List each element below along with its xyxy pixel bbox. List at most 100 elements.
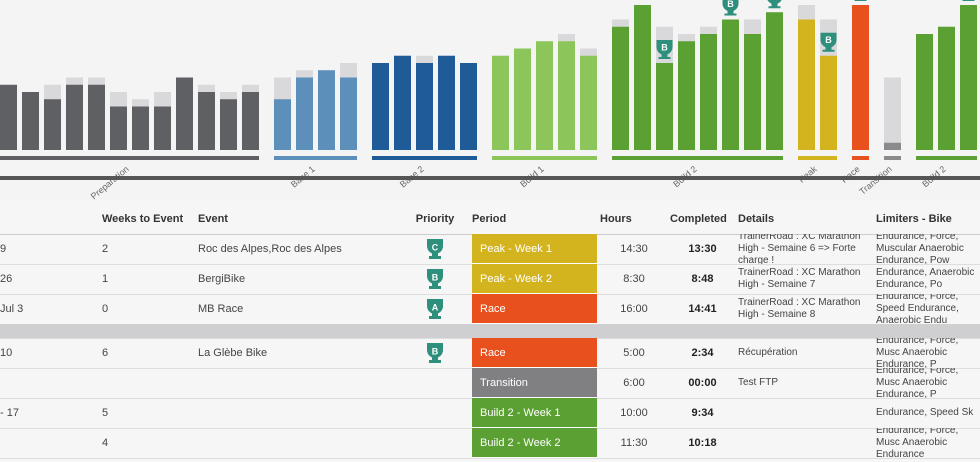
- completed-bar: [536, 41, 553, 150]
- priority-letter: A: [432, 302, 439, 312]
- phase-underline: [274, 156, 357, 160]
- trophy-cup: [820, 32, 837, 52]
- column-header: Completed: [670, 213, 727, 225]
- completed-cell: 00:00: [688, 377, 717, 389]
- row-separator: [0, 324, 980, 339]
- date-cell: 26: [0, 273, 13, 285]
- completed-bar: [460, 63, 477, 150]
- trophy-icon: B: [656, 40, 673, 59]
- period-cell: Peak - Week 2: [472, 264, 597, 294]
- period-cell: Build 2 - Week 2: [472, 428, 597, 458]
- completed-bar: [492, 55, 509, 150]
- completed-bar: [66, 84, 83, 150]
- column-header: Weeks to Event: [102, 213, 184, 225]
- phase-underline: [884, 156, 901, 160]
- weeks-cell: 1: [102, 273, 109, 285]
- phase-underline: [852, 156, 869, 160]
- hours-cell: 5:00: [623, 347, 645, 359]
- period-cell: Build 2 - Week 1: [472, 398, 597, 428]
- weeks-cell: 6: [102, 347, 109, 359]
- hours-cell: 16:00: [620, 303, 648, 315]
- weeks-cell: 5: [102, 407, 109, 419]
- completed-cell: 13:30: [688, 243, 717, 255]
- column-header: Details: [738, 213, 775, 225]
- trophy-letter: B: [661, 42, 668, 52]
- weeks-cell: 4: [102, 437, 109, 449]
- table-row: Transition 6:00 00:00 Test FTP Endurance, Fo…: [0, 368, 980, 399]
- planned-bar: [884, 77, 901, 150]
- trophy-icon: B: [427, 269, 443, 289]
- completed-bar: [656, 63, 673, 150]
- table-header: Weeks to Event Event Priority Period Hours Co…: [0, 200, 980, 235]
- completed-bar: [938, 26, 955, 150]
- completed-bar: [722, 19, 739, 150]
- column-header: Event: [198, 213, 228, 225]
- completed-bar: [340, 77, 357, 150]
- phase-underline: [916, 156, 977, 160]
- completed-bar: [612, 26, 629, 150]
- details-cell: TrainerRoad : XC Marathon High - Semaine…: [738, 297, 861, 320]
- table-row: - 17 5 Build 2 - Week 1 10:00 9:34 Endurance,…: [0, 398, 980, 429]
- completed-bar: [416, 63, 433, 150]
- limiters-cell: Endurance, Force, Muscular Anaerobic End…: [876, 234, 964, 264]
- plan-chart: PreparationBase 1Base 2Build 1Build 2Pea…: [0, 0, 980, 200]
- priority-letter: B: [432, 272, 439, 282]
- priority-trophy: C: [400, 234, 470, 264]
- trophy-icon: C: [427, 239, 443, 259]
- completed-bar: [372, 63, 389, 150]
- completed-bar: [438, 55, 455, 150]
- table-row: Jul 3 0 MB Race A Race 16:00 14:41 TrainerRoad …: [0, 294, 980, 325]
- event-cell: MB Race: [198, 303, 244, 315]
- period-cell: Race: [472, 338, 597, 368]
- column-header: Limiters - Bike: [876, 213, 952, 225]
- trophy-cup: [722, 0, 739, 16]
- period-cell: Transition: [472, 368, 597, 398]
- completed-bar: [176, 77, 193, 150]
- date-cell: Jul 3: [0, 303, 24, 315]
- phase-underline: [612, 156, 783, 160]
- limiters-cell: Endurance, Force, Musc Anaerobic Enduran…: [876, 338, 959, 368]
- limiters-cell: Endurance, Force, Musc Anaerobic Enduran…: [876, 428, 959, 458]
- weeks-cell: 0: [102, 303, 109, 315]
- completed-bar: [274, 99, 291, 150]
- details-cell: Test FTP: [738, 377, 779, 388]
- completed-bar: [558, 41, 575, 150]
- date-cell: - 17: [0, 407, 19, 419]
- column-header: Hours: [600, 213, 632, 225]
- event-cell: La Glèbe Bike: [198, 347, 268, 359]
- trophy-cup: [427, 269, 443, 289]
- axis: [0, 176, 980, 180]
- completed-bar: [820, 55, 837, 150]
- completed-bar: [110, 106, 127, 150]
- completed-cell: 8:48: [691, 273, 714, 285]
- completed-bar: [394, 55, 411, 150]
- completed-bar: [88, 84, 105, 150]
- details-cell: TrainerRoad : XC Marathon High - Semaine…: [738, 267, 861, 290]
- limiters-cell: Endurance, Anaerobic Endurance, Po: [876, 267, 975, 290]
- phase-underline: [372, 156, 477, 160]
- completed-cell: 10:18: [688, 437, 717, 449]
- priority-trophy: B: [400, 338, 470, 368]
- details-cell: Récupération: [738, 347, 798, 358]
- trophy-cup: [767, 0, 782, 9]
- completed-bar: [884, 142, 901, 150]
- completed-bar: [766, 12, 783, 150]
- trophy-icon: B: [820, 32, 837, 52]
- trophy-cup: [427, 343, 443, 363]
- trophy-icon: B: [962, 0, 975, 1]
- table-row: 10 6 La Glèbe Bike B Race 5:00 2:34 Récupératio…: [0, 338, 980, 369]
- trophy-letter: B: [771, 0, 778, 2]
- column-header: Period: [472, 213, 507, 225]
- trophy-icon: A: [427, 299, 443, 319]
- date-cell: 10: [0, 347, 13, 359]
- completed-bar: [678, 41, 695, 150]
- completed-bar: [634, 5, 651, 150]
- hours-cell: 14:30: [620, 243, 648, 255]
- column-header: Priority: [415, 213, 455, 225]
- completed-cell: 14:41: [688, 303, 717, 315]
- weeks-cell: 2: [102, 243, 109, 255]
- trophy-cup: [427, 239, 443, 259]
- completed-bar: [22, 92, 39, 150]
- completed-cell: 9:34: [691, 407, 714, 419]
